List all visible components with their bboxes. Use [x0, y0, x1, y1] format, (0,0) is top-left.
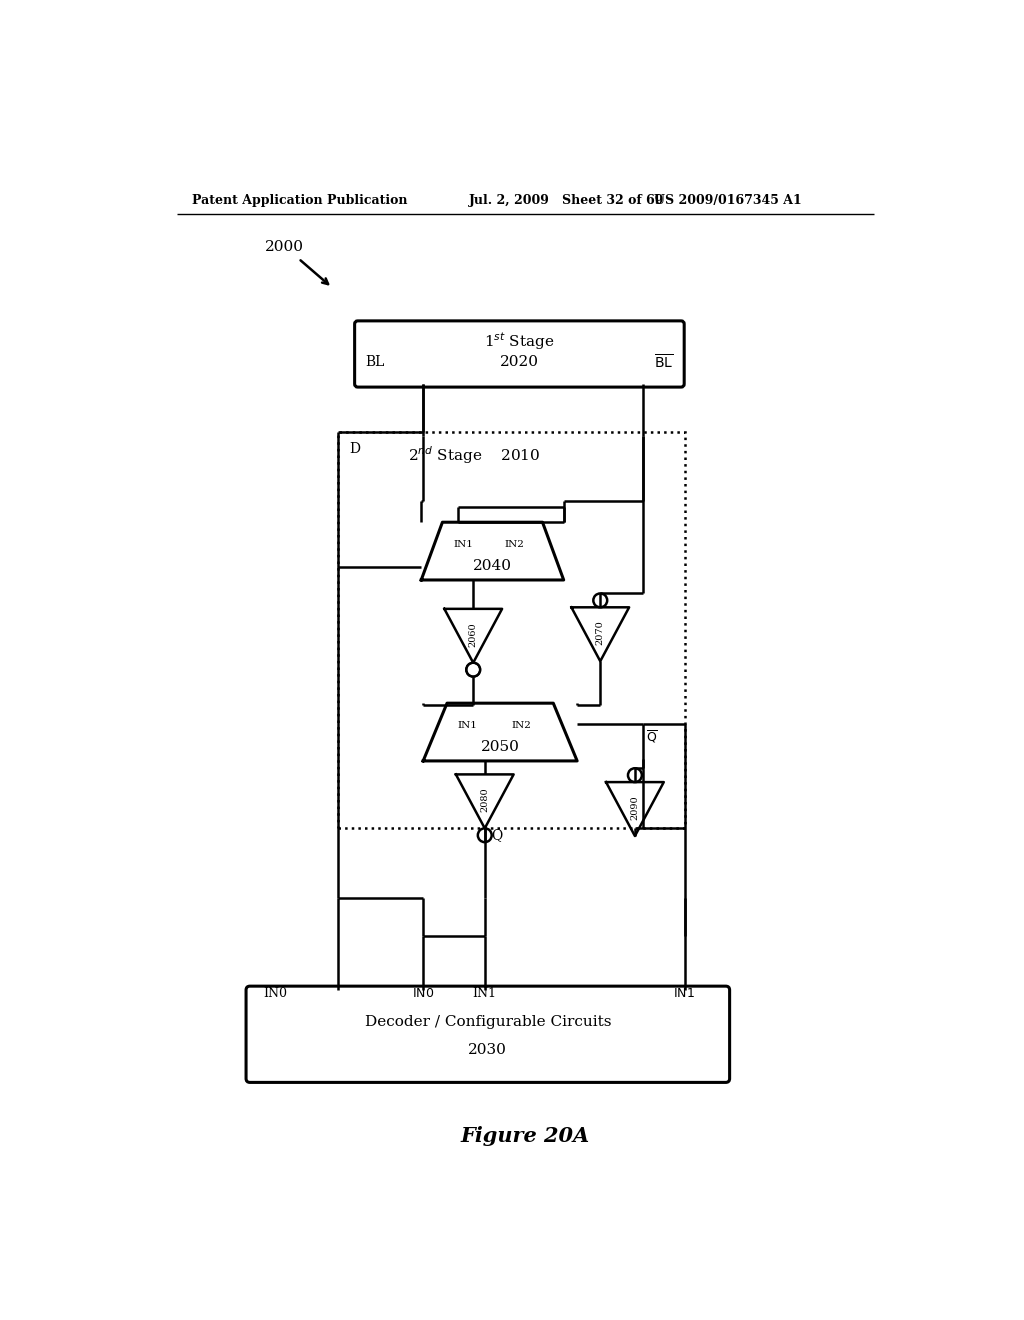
Text: IN2: IN2 — [504, 540, 524, 549]
Text: 2020: 2020 — [500, 355, 539, 370]
Bar — [339, 432, 685, 829]
Text: 2030: 2030 — [468, 1043, 507, 1057]
Text: IN2: IN2 — [512, 722, 531, 730]
Text: IN1: IN1 — [454, 540, 473, 549]
Text: 2$^{nd}$ Stage    2010: 2$^{nd}$ Stage 2010 — [408, 444, 540, 466]
Text: $\overline{\rm IN1}$: $\overline{\rm IN1}$ — [674, 986, 696, 1002]
Text: 2000: 2000 — [265, 240, 304, 253]
Text: Q: Q — [490, 829, 502, 842]
Text: $\overline{\rm IN0}$: $\overline{\rm IN0}$ — [412, 986, 434, 1002]
FancyBboxPatch shape — [354, 321, 684, 387]
Text: Patent Application Publication: Patent Application Publication — [193, 194, 408, 207]
Text: Decoder / Configurable Circuits: Decoder / Configurable Circuits — [365, 1015, 611, 1030]
Text: Figure 20A: Figure 20A — [460, 1126, 590, 1146]
FancyBboxPatch shape — [246, 986, 730, 1082]
Text: $\overline{\rm Q}$: $\overline{\rm Q}$ — [646, 729, 658, 744]
Text: 2070: 2070 — [596, 620, 605, 645]
Text: 2050: 2050 — [480, 741, 519, 755]
Text: 1$^{st}$ Stage: 1$^{st}$ Stage — [484, 330, 555, 351]
Text: IN1: IN1 — [473, 987, 497, 1001]
Text: IN1: IN1 — [458, 722, 478, 730]
Text: IN0: IN0 — [264, 987, 288, 1001]
Text: BL: BL — [366, 355, 385, 370]
Text: 2060: 2060 — [469, 622, 478, 647]
Text: 2080: 2080 — [480, 788, 489, 812]
Text: 2090: 2090 — [631, 795, 639, 820]
Text: $\overline{\rm BL}$: $\overline{\rm BL}$ — [654, 354, 674, 372]
Text: 2040: 2040 — [473, 560, 512, 573]
Text: US 2009/0167345 A1: US 2009/0167345 A1 — [654, 194, 802, 207]
Text: D: D — [349, 442, 360, 455]
Text: Jul. 2, 2009   Sheet 32 of 69: Jul. 2, 2009 Sheet 32 of 69 — [469, 194, 665, 207]
